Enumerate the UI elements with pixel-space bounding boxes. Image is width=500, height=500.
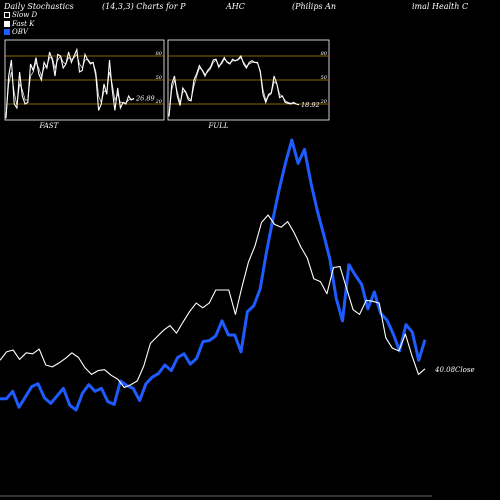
fast-last-value-label: 26.89 (135, 94, 155, 102)
obv-line (0, 138, 427, 412)
close-last-value-label: 40.08Close (434, 366, 475, 374)
full-level-label: 80 (321, 51, 328, 57)
full-panel-caption: FULL (208, 122, 229, 130)
chart-title-part-3: AHC (226, 2, 245, 11)
legend-swatch (4, 20, 10, 27)
legend-label: Fast K (12, 19, 35, 28)
legend-item-fast-k: Fast K (4, 20, 37, 29)
chart-title-part-2: (14,3,3) Charts for P (102, 2, 186, 11)
chart-title-part-1: Daily Stochastics (4, 2, 74, 11)
legend-label: OBV (12, 28, 28, 36)
legend-swatch (4, 29, 10, 36)
fast-panel-caption: FAST (39, 122, 60, 130)
fast-level-label: 50 (156, 75, 163, 81)
fast-stoch-line-fast-k (5, 47, 135, 119)
close-line (0, 214, 426, 389)
chart-title-part-4: (Philips An (292, 2, 337, 11)
legend: Slow D Fast K OBV (4, 11, 37, 37)
full-last-value-label: 18.92 (301, 101, 320, 109)
legend-item-slow-d: Slow D (4, 11, 37, 20)
full-level-label: 20 (320, 99, 328, 105)
legend-swatch (4, 12, 10, 19)
full-stoch-line-slow-d (168, 56, 300, 117)
full-level-label: 50 (321, 75, 328, 81)
legend-item-obv: OBV (4, 28, 37, 37)
fast-level-label: 20 (155, 99, 163, 105)
fast-level-label: 80 (156, 51, 163, 57)
legend-label: Slow D (12, 11, 38, 19)
fast-stoch-line-slow-d (5, 53, 134, 117)
chart-title-part-5: imal Health C (412, 2, 469, 11)
